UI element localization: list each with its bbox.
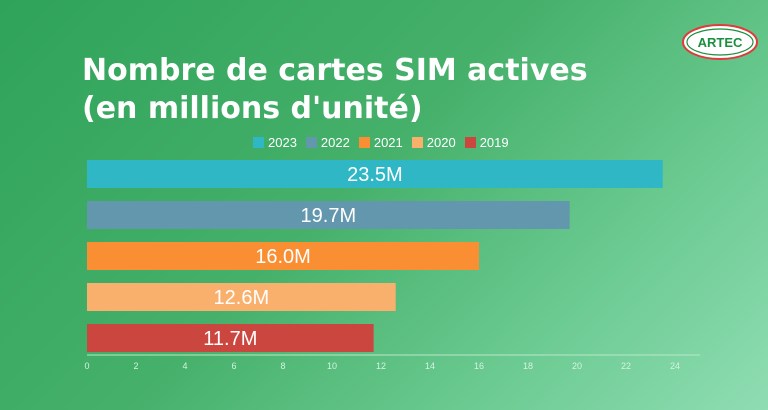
x-tick-label: 16 [474, 361, 484, 371]
bar-2020 [87, 283, 396, 311]
logo-text: ARTEC [698, 35, 743, 50]
data-label-2023: 23.5M [347, 164, 403, 186]
bar-2021 [87, 242, 479, 270]
legend-swatch [411, 137, 423, 148]
x-tick-label: 18 [523, 361, 533, 371]
legend-label: 2021 [373, 135, 403, 150]
x-tick-label: 8 [280, 361, 285, 371]
x-tick-label: 10 [327, 361, 337, 371]
title-line-2: (en millions d'unité) [82, 91, 423, 126]
legend-swatch [305, 137, 317, 148]
data-label-2021: 16.0M [255, 246, 311, 268]
legend-item-2019: 2019 [464, 135, 509, 150]
x-tick-label: 0 [84, 361, 89, 371]
legend-item-2020: 2020 [411, 135, 456, 150]
legend-item-2021: 2021 [358, 135, 403, 150]
legend-item-2022: 2022 [305, 135, 350, 150]
artec-logo: ARTEC [682, 24, 758, 60]
bar-2023 [87, 160, 663, 188]
bar-2019 [87, 324, 374, 352]
data-label-2020: 12.6M [214, 287, 270, 309]
x-tick-label: 24 [670, 361, 680, 371]
x-tick-label: 2 [133, 361, 138, 371]
legend-label: 2019 [479, 135, 509, 150]
legend: 2023 2022 2021 2020 2019 [253, 135, 509, 150]
legend-swatch [253, 137, 264, 148]
legend-label: 2023 [268, 135, 297, 150]
x-tick-label: 12 [376, 361, 386, 371]
data-label-2019: 11.7M [203, 328, 257, 350]
data-label-2022: 19.7M [301, 205, 357, 227]
legend-swatch [464, 137, 476, 148]
x-tick-label: 14 [425, 361, 435, 371]
x-tick-label: 22 [621, 361, 631, 371]
legend-item-2023: 2023 [253, 135, 297, 150]
chart-title: Nombre de cartes SIM actives (en million… [82, 52, 588, 128]
legend-label: 2020 [426, 135, 456, 150]
legend-swatch [358, 137, 370, 148]
x-tick-label: 20 [572, 361, 582, 371]
title-line-1: Nombre de cartes SIM actives [82, 53, 588, 88]
legend-label: 2022 [320, 135, 350, 150]
x-tick-label: 6 [231, 361, 236, 371]
bar-2022 [87, 201, 570, 229]
x-tick-label: 4 [182, 361, 187, 371]
